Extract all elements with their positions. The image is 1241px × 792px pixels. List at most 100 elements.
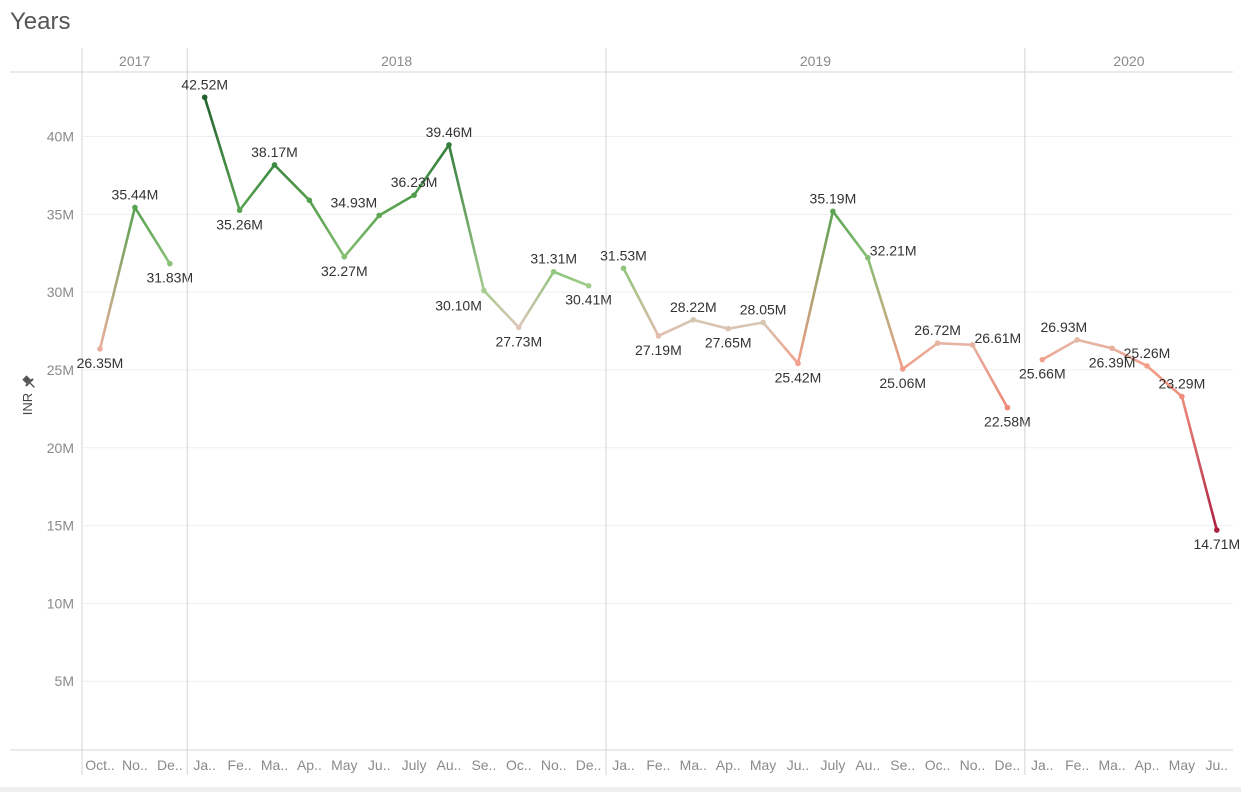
data-label: 25.06M [879, 375, 926, 391]
data-point [899, 366, 906, 372]
y-tick-label: 20M [47, 440, 74, 456]
data-point [1109, 345, 1115, 352]
series-segment-2018 [517, 270, 556, 329]
data-point [1004, 404, 1011, 411]
data-point [1144, 363, 1150, 369]
data-point [655, 333, 662, 339]
series-segment-2019 [726, 321, 765, 330]
data-label: 26.72M [914, 322, 961, 338]
data-label: 23.29M [1159, 376, 1206, 392]
month-tick-label: Au.. [437, 757, 462, 773]
year-header-2019: 2019 [800, 53, 831, 69]
bottom-scrollbar-track [0, 787, 1241, 792]
data-point [1179, 393, 1185, 400]
data-point [236, 207, 243, 214]
series-segment-2020 [1075, 338, 1114, 350]
pin-icon [22, 375, 35, 388]
data-label: 39.46M [426, 124, 473, 140]
data-label: 26.39M [1089, 354, 1136, 370]
series-segment-2019 [936, 341, 974, 347]
data-point [132, 204, 138, 211]
data-point [934, 340, 941, 346]
data-point [1039, 356, 1046, 363]
y-axis-label: INR [20, 393, 35, 415]
month-tick-label: Ap.. [716, 757, 741, 773]
month-tick-label: Oc.. [506, 757, 532, 773]
series-segment-2018 [203, 95, 241, 212]
month-tick-label: Se.. [471, 757, 496, 773]
month-tick-label: De.. [576, 757, 602, 773]
data-label: 28.05M [740, 301, 787, 317]
data-label: 30.41M [565, 292, 612, 308]
data-point [550, 268, 557, 275]
series-segment-2018 [552, 270, 590, 288]
data-point [167, 260, 173, 267]
data-label: 30.10M [435, 298, 482, 314]
series-segment-2019 [761, 321, 800, 365]
month-tick-label: Ju.. [1206, 757, 1229, 773]
data-label: 31.83M [146, 270, 193, 286]
data-label: 26.93M [1040, 319, 1087, 335]
y-tick-label: 5M [55, 673, 74, 689]
data-label: 27.65M [705, 335, 752, 351]
series-segment-2017 [133, 206, 172, 265]
data-label: 35.44M [112, 186, 159, 202]
data-point [620, 265, 627, 272]
series-segment-2019 [796, 210, 835, 365]
month-tick-label: Oc.. [925, 757, 951, 773]
month-tick-label: July [402, 757, 427, 773]
month-tick-label: Ju.. [368, 757, 391, 773]
series-segment-2018 [238, 163, 276, 212]
chart-title: Years [10, 8, 71, 35]
series-segment-2020 [1145, 364, 1184, 398]
data-label: 32.21M [870, 243, 917, 259]
data-point [760, 319, 766, 326]
data-label: 36.23M [391, 174, 438, 190]
data-point [865, 254, 871, 261]
series-segment-2019 [866, 256, 905, 371]
data-label: 35.19M [810, 190, 857, 206]
data-label: 35.26M [216, 216, 263, 232]
data-label: 25.42M [775, 369, 822, 385]
y-tick-label: 30M [47, 284, 74, 300]
month-tick-label: Ma.. [261, 757, 288, 773]
data-label: 14.71M [1193, 536, 1240, 552]
data-label: 32.27M [321, 263, 368, 279]
data-label: 25.66M [1019, 366, 1066, 382]
data-label: 26.35M [77, 355, 124, 371]
y-tick-label: 10M [47, 595, 74, 611]
data-point [201, 94, 208, 101]
month-tick-label: July [820, 757, 845, 773]
data-label: 27.73M [495, 333, 542, 349]
month-tick-label: Au.. [855, 757, 880, 773]
series-segment-2018 [377, 193, 416, 217]
month-tick-label: De.. [995, 757, 1021, 773]
series-segment-2019 [901, 341, 939, 371]
series-segment-2020 [1110, 347, 1149, 368]
series-segment-2017 [98, 206, 137, 351]
data-label: 42.52M [181, 76, 228, 92]
series-segment-2019 [622, 267, 660, 338]
series-segment-2019 [971, 343, 1009, 409]
month-tick-label: Ma.. [680, 757, 707, 773]
month-tick-label: Fe.. [646, 757, 670, 773]
month-tick-label: Fe.. [1065, 757, 1089, 773]
month-tick-label: Fe.. [228, 757, 252, 773]
month-tick-label: May [331, 757, 357, 773]
data-point [830, 208, 836, 215]
data-point [306, 197, 313, 204]
series-segment-2018 [412, 143, 451, 197]
series-segment-2020 [1041, 338, 1079, 361]
month-tick-label: Se.. [890, 757, 915, 773]
series-segment-2018 [482, 289, 521, 329]
y-tick-label: 25M [47, 362, 74, 378]
series-segment-2018 [447, 143, 486, 292]
data-label: 27.19M [635, 342, 682, 358]
month-tick-label: No.. [960, 757, 986, 773]
month-tick-label: Ma.. [1098, 757, 1125, 773]
data-point [1074, 337, 1080, 343]
y-tick-label: 15M [47, 518, 74, 534]
data-point [376, 212, 383, 219]
data-label: 31.31M [530, 251, 577, 267]
data-point [481, 287, 487, 294]
